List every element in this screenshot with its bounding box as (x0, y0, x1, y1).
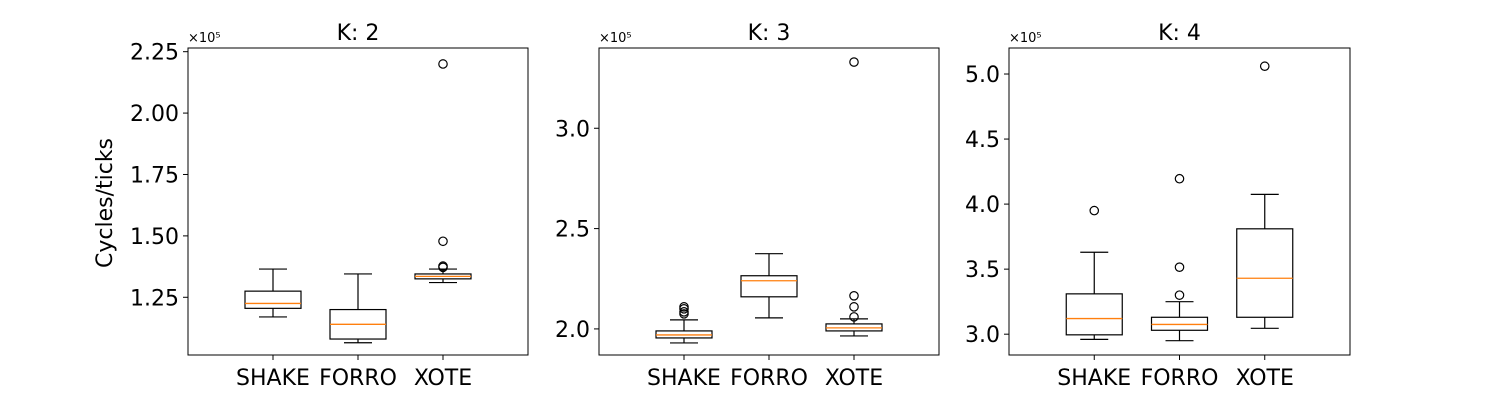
axis-offset-text: ×10⁵ (1009, 31, 1042, 46)
box-shake (655, 302, 713, 344)
outlier-point (849, 302, 859, 312)
chart-title: K: 3 (748, 21, 791, 46)
y-axis-label: Cycles/ticks (93, 138, 118, 268)
box-shake (1065, 205, 1123, 340)
outlier-point (438, 59, 448, 69)
chart-title: K: 4 (1158, 21, 1201, 46)
y-tick-label: 3.0 (965, 323, 1000, 348)
y-tick-label: 3.0 (555, 117, 590, 142)
y-tick-label: 3.5 (965, 258, 1000, 283)
y-tick-label: 1.25 (130, 286, 179, 311)
iqr-box (1236, 228, 1294, 318)
box-forro (329, 273, 387, 344)
y-tick-label: 1.50 (130, 225, 179, 250)
y-tick-label: 2.5 (555, 218, 590, 243)
box-xote (825, 57, 883, 337)
iqr-box (740, 275, 798, 298)
x-tick-label: XOTE (1236, 366, 1294, 391)
outlier-point (679, 307, 689, 317)
outlier-point (849, 312, 859, 322)
x-tick-label: XOTE (825, 366, 883, 391)
x-tick-label: FORRO (1141, 366, 1219, 391)
x-tick-label: SHAKE (236, 366, 310, 391)
y-tick-label: 2.00 (130, 102, 179, 127)
chart-panel-3: K: 4 ×10⁵ 3.0 3.5 4.0 4.5 5.0 SHAKE FORRO XOTE (965, 21, 1351, 391)
y-tick-label: 5.0 (965, 63, 1000, 88)
iqr-box (1150, 316, 1209, 331)
outlier-point (849, 291, 859, 301)
outlier-point (1174, 290, 1185, 300)
y-tick-label: 4.5 (965, 128, 1000, 153)
outlier-point (679, 302, 689, 312)
outlier-point (1174, 262, 1185, 272)
axis-offset-text: ×10⁵ (188, 31, 221, 46)
box-forro (1150, 173, 1209, 342)
box-xote (414, 59, 472, 284)
x-tick-label: SHAKE (647, 366, 721, 391)
iqr-box (244, 290, 302, 309)
box-forro (740, 253, 798, 319)
outlier-point (438, 261, 448, 271)
y-tick-label: 2.0 (555, 318, 590, 343)
chart-panel-2: K: 3 ×10⁵ 2.0 2.5 3.0 SHAKE FORRO XOTE (555, 21, 940, 391)
chart-title: K: 2 (337, 21, 380, 46)
box-xote (1236, 61, 1294, 329)
y-tick-label: 1.75 (130, 163, 179, 188)
outlier-point (849, 57, 859, 67)
outlier-point (1089, 205, 1100, 216)
chart-panel-1: K: 2 ×10⁵ 1.25 1.50 1.75 2.00 2.25 SHAKE FORRO XO… (130, 21, 529, 391)
x-tick-label: XOTE (414, 366, 472, 391)
iqr-box (1065, 293, 1123, 336)
outlier-point (438, 236, 448, 247)
outlier-point (1259, 61, 1270, 72)
outlier-point (1174, 173, 1185, 184)
y-tick-label: 4.0 (965, 193, 1000, 218)
x-tick-label: FORRO (319, 366, 397, 391)
x-tick-label: FORRO (730, 366, 808, 391)
box-shake (244, 268, 302, 318)
y-tick-label: 2.25 (130, 41, 179, 66)
x-tick-label: SHAKE (1057, 366, 1131, 391)
axis-offset-text: ×10⁵ (599, 31, 632, 46)
